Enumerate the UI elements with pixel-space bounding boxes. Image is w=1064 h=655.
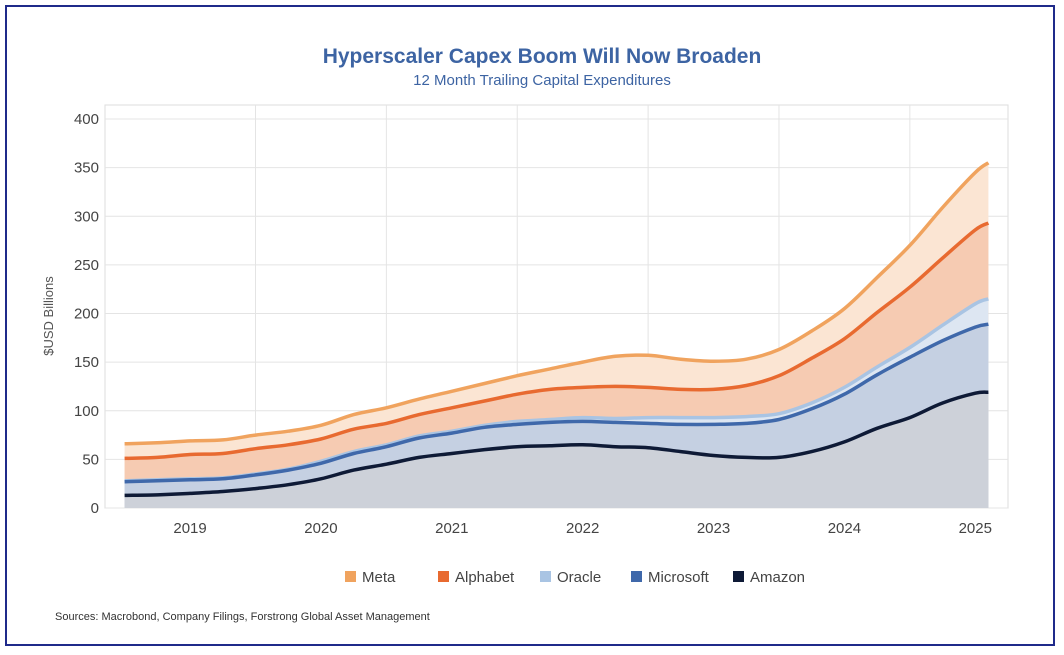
series-line-amazon — [124, 390, 989, 498]
y-tick-label: 200 — [74, 306, 99, 323]
y-tick-label: 150 — [74, 354, 99, 371]
y-tick-label: 400 — [74, 111, 99, 128]
y-tick-label: 350 — [74, 160, 99, 177]
x-tick-label: 2024 — [828, 520, 861, 537]
chart-title: Hyperscaler Capex Boom Will Now Broaden — [323, 45, 762, 68]
chart-subtitle: 12 Month Trailing Capital Expenditures — [413, 72, 671, 89]
legend-label-meta: Meta — [362, 569, 396, 586]
x-tick-label: 2020 — [304, 520, 337, 537]
y-tick-label: 250 — [74, 257, 99, 274]
legend-swatch-oracle — [540, 571, 551, 582]
legend-label-oracle: Oracle — [557, 569, 601, 586]
legend-label-microsoft: Microsoft — [648, 569, 710, 586]
series-line-meta — [124, 161, 990, 446]
x-tick-label: 2022 — [566, 520, 599, 537]
source-note: Sources: Macrobond, Company Filings, For… — [55, 611, 430, 623]
x-tick-label: 2019 — [173, 520, 206, 537]
area-amazon — [124, 392, 989, 508]
y-tick-label: 0 — [91, 500, 99, 517]
x-tick-label: 2023 — [697, 520, 730, 537]
legend-label-amazon: Amazon — [750, 569, 805, 586]
legend-swatch-alphabet — [438, 571, 449, 582]
x-tick-label: 2025 — [959, 520, 992, 537]
legend-swatch-microsoft — [631, 571, 642, 582]
legend-swatch-amazon — [733, 571, 744, 582]
y-tick-label: 50 — [82, 451, 99, 468]
x-tick-label: 2021 — [435, 520, 468, 537]
y-tick-label: 300 — [74, 208, 99, 225]
y-tick-label: 100 — [74, 403, 99, 420]
legend: Meta Alphabet Oracle Microsoft Amazon — [345, 569, 805, 586]
y-axis-label: $USD Billions — [41, 276, 56, 356]
series-line-microsoft — [124, 322, 989, 484]
plot-area: 0 50 100 150 200 250 300 350 400 2019 2020 2021 2022… — [74, 104, 1009, 537]
legend-label-alphabet: Alphabet — [455, 569, 515, 586]
series-line-alphabet — [124, 221, 990, 461]
legend-swatch-meta — [345, 571, 356, 582]
